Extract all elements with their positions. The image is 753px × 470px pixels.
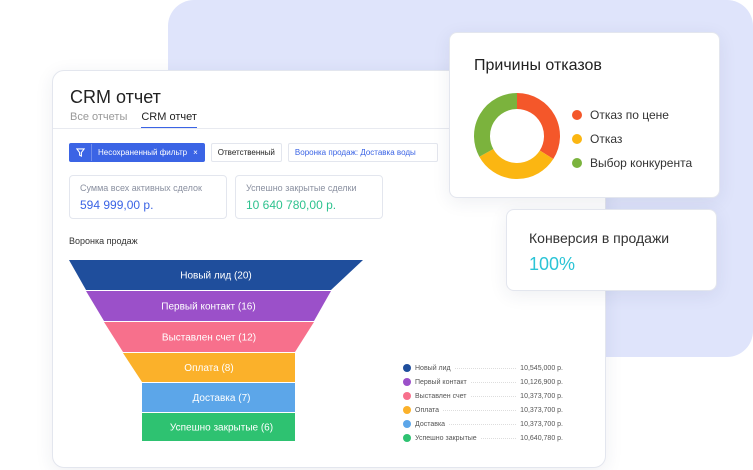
- reason-legend-item: Отказ: [572, 127, 692, 151]
- legend-dot: [572, 158, 582, 168]
- stat-value: 594 999,00 р.: [80, 198, 154, 212]
- conversion-card: Конверсия в продажи 100%: [506, 209, 717, 291]
- responsible-filter[interactable]: Ответственный: [210, 143, 282, 162]
- funnel-stage[interactable]: [86, 291, 331, 321]
- legend-item: Оплата 10,373,700 р.: [403, 403, 563, 417]
- funnel-title: Воронка продаж: [69, 236, 138, 246]
- stat-active-deals: Сумма всех активных сделок 594 999,00 р.: [69, 175, 227, 219]
- donut-slice[interactable]: [474, 93, 518, 157]
- conversion-value: 100%: [529, 254, 576, 274]
- funnel-stage-label: Первый контакт (16): [161, 302, 255, 313]
- legend-amount: 10,545,000 р.: [520, 364, 563, 372]
- legend-dot: [403, 364, 411, 372]
- pipeline-filter[interactable]: Воронка продаж: Доставка воды: [287, 143, 438, 162]
- legend-label: Успешно закрытые: [415, 434, 477, 442]
- leader-dots: [470, 381, 517, 383]
- legend-dot: [403, 378, 411, 386]
- reason-legend-item: Выбор конкурента: [572, 151, 692, 175]
- funnel-stage[interactable]: [123, 353, 295, 382]
- legend-amount: 10,373,700 р.: [520, 392, 563, 400]
- stat-value: 10 640 780,00 р.: [246, 198, 337, 212]
- legend-item: Доставка 10,373,700 р.: [403, 417, 563, 431]
- divider: [53, 128, 605, 129]
- stat-closed-deals: Успешно закрытые сделки 10 640 780,00 р.: [235, 175, 383, 219]
- funnel-stage-label: Успешно закрытые (6): [170, 423, 273, 434]
- stat-label: Успешно закрытые сделки: [246, 183, 357, 193]
- legend-amount: 10,640,780 р.: [520, 434, 563, 442]
- funnel-stage-label: Новый лид (20): [180, 271, 251, 282]
- legend-item: Успешно закрытые 10,640,780 р.: [403, 431, 563, 445]
- conversion-label: Конверсия в продажи: [529, 230, 670, 246]
- legend-label: Выставлен счет: [415, 392, 467, 400]
- tab-all-reports[interactable]: Все отчеты: [70, 111, 128, 123]
- legend-label: Оплата: [415, 406, 440, 414]
- funnel-stage[interactable]: [69, 260, 363, 290]
- funnel-stage[interactable]: [142, 383, 295, 412]
- unsaved-filter-chip[interactable]: Несохраненный фильтр ×: [69, 143, 205, 162]
- funnel-stage[interactable]: [104, 322, 314, 352]
- stat-label: Сумма всех активных сделок: [80, 183, 202, 193]
- reason-legend-item: Отказ по цене: [572, 103, 692, 127]
- legend-label: Отказ: [590, 132, 623, 146]
- page-title: CRM отчет: [70, 87, 161, 107]
- legend-dot: [572, 134, 582, 144]
- legend-item: Новый лид 10,545,000 р.: [403, 361, 563, 375]
- funnel-stage-label: Оплата (8): [184, 363, 233, 374]
- legend-label: Отказ по цене: [590, 108, 669, 122]
- filter-label: Несохраненный фильтр: [98, 148, 188, 157]
- legend-dot: [403, 434, 411, 442]
- leader-dots: [480, 437, 517, 439]
- reasons-legend: Отказ по цене Отказ Выбор конкурента: [572, 103, 692, 175]
- legend-label: Первый контакт: [415, 378, 467, 386]
- donut-slice[interactable]: [479, 148, 554, 179]
- legend-amount: 10,373,700 р.: [520, 420, 563, 428]
- legend-dot: [403, 392, 411, 400]
- leader-dots: [470, 395, 517, 397]
- legend-dot: [572, 110, 582, 120]
- legend-dot: [403, 420, 411, 428]
- legend-label: Доставка: [415, 420, 446, 428]
- legend-amount: 10,373,700 р.: [520, 406, 563, 414]
- donut-chart: [474, 93, 560, 179]
- leader-dots: [449, 423, 517, 425]
- filter-icon: [70, 144, 92, 161]
- funnel-stage[interactable]: [142, 413, 295, 441]
- sales-funnel: Новый лид (20) Первый контакт (16) Выставл…: [69, 260, 363, 441]
- donut-slice[interactable]: [516, 93, 560, 160]
- leader-dots: [443, 409, 517, 411]
- funnel-legend: Новый лид 10,545,000 р. Первый контакт 10,1…: [403, 361, 563, 445]
- leader-dots: [454, 367, 517, 369]
- legend-label: Новый лид: [415, 364, 451, 372]
- rejection-reasons-card: Причины отказов Отказ по цене Отказ Выбор …: [449, 32, 720, 198]
- legend-item: Выставлен счет 10,373,700 р.: [403, 389, 563, 403]
- funnel-stage-label: Доставка (7): [193, 393, 251, 404]
- funnel-stage-label: Выставлен счет (12): [162, 333, 256, 344]
- legend-item: Первый контакт 10,126,900 р.: [403, 375, 563, 389]
- close-icon[interactable]: ×: [193, 148, 198, 157]
- reasons-title: Причины отказов: [474, 57, 602, 74]
- legend-dot: [403, 406, 411, 414]
- legend-amount: 10,126,900 р.: [520, 378, 563, 386]
- legend-label: Выбор конкурента: [590, 156, 693, 170]
